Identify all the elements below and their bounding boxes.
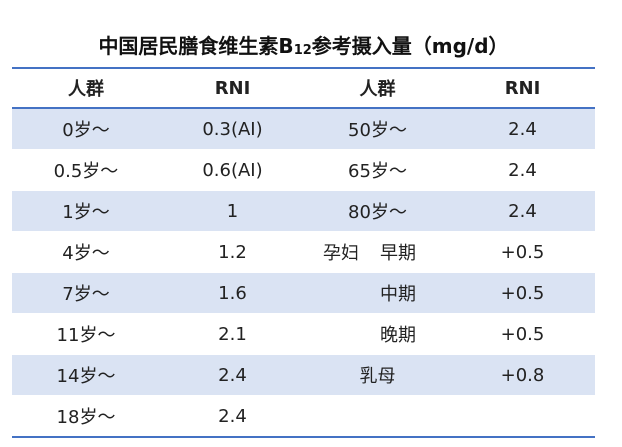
table-cell: 2.4 <box>160 395 305 438</box>
table-cell: 2.4 <box>508 159 537 181</box>
table-cell: 4岁～ <box>62 243 110 264</box>
table-cell: 1.6 <box>160 272 305 314</box>
title-text: 中国居民膳食维生素B <box>98 34 294 58</box>
title-subscript: 12 <box>293 43 312 58</box>
table-cell: 18岁～ <box>12 395 160 438</box>
cell-text: 晚期 <box>380 325 416 346</box>
table-row: 11岁～ 2.1 晚期 +0.5 <box>12 314 595 355</box>
table-cell: 0.6(AI) <box>202 159 263 181</box>
table-cell: +0.5 <box>450 272 595 314</box>
table-cell: 中期 <box>305 272 450 314</box>
cell-text: 早期 <box>380 243 416 264</box>
table-cell: +0.5 <box>500 323 545 345</box>
empty-cell <box>305 395 450 438</box>
table-body: 0岁～ 0.3(AI) 50岁～ 2.4 0.5岁～ 0.6(AI) 65岁～ 2.4 1岁～ 1… <box>12 107 595 438</box>
table-cell: 2.1 <box>218 323 247 345</box>
table-cell: 2.4 <box>450 107 595 150</box>
table-cell: 乳母 <box>305 354 450 396</box>
header-cell: 人群 <box>12 67 160 109</box>
table: 人群 RNI 人群 RNI 0岁～ 0.3(AI) 50岁～ 2.4 0.5岁～ 0.6(AI)… <box>12 67 595 438</box>
table-cell: 2.4 <box>160 354 305 396</box>
table-cell: +0.5 <box>500 241 545 263</box>
table-cell: 2.4 <box>450 190 595 232</box>
header-cell: RNI <box>450 67 595 109</box>
header-row: 人群 RNI 人群 RNI <box>12 67 595 109</box>
table-cell: 65岁～ <box>348 161 407 182</box>
table-cell: +0.8 <box>450 354 595 396</box>
table-row: 4岁～ 1.2 孕妇 早期 +0.5 <box>12 232 595 273</box>
table-cell: 80岁～ <box>305 190 450 232</box>
table-row: 0.5岁～ 0.6(AI) 65岁～ 2.4 <box>12 150 595 191</box>
table-row: 1岁～ 1 80岁～ 2.4 <box>12 190 595 232</box>
header-cell: 人群 <box>305 67 450 109</box>
cell-text: 中期 <box>380 284 416 305</box>
header-cell: RNI <box>160 67 305 109</box>
table-row: 14岁～ 2.4 乳母 +0.8 <box>12 354 595 396</box>
table-cell: 1.2 <box>218 241 247 263</box>
table-cell: 11岁～ <box>56 325 116 346</box>
table-cell: 7岁～ <box>12 272 160 314</box>
table-cell: 孕妇 早期 <box>305 232 450 273</box>
table-cell: 0岁～ <box>12 107 160 150</box>
title: 中国居民膳食维生素B12参考摄入量（mg/d） <box>12 30 595 59</box>
cell-text: 孕妇 <box>323 243 359 264</box>
table-cell: 14岁～ <box>12 354 160 396</box>
table-cell: 1岁～ <box>12 190 160 232</box>
table-row: 0岁～ 0.3(AI) 50岁～ 2.4 <box>12 107 595 150</box>
table-cell: 50岁～ <box>305 107 450 150</box>
title-text: 参考摄入量（mg/d） <box>311 34 509 58</box>
table-cell: 0.3(AI) <box>160 107 305 150</box>
empty-cell <box>450 395 595 438</box>
table-row: 18岁～ 2.4 <box>12 395 595 438</box>
table-row: 7岁～ 1.6 中期 +0.5 <box>12 272 595 314</box>
table-cell: 晚期 <box>305 314 450 355</box>
table-cell: 1 <box>160 190 305 232</box>
table-cell: 0.5岁～ <box>53 161 119 182</box>
